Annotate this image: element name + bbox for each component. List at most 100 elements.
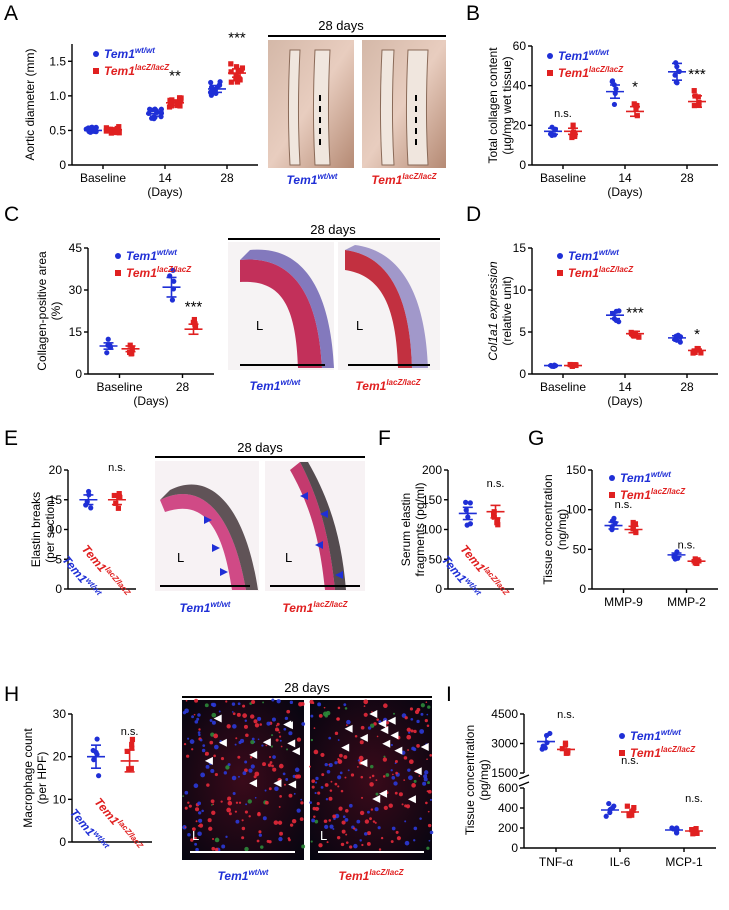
y-tick-label: 0 [75,367,82,381]
tick-sup: lacZ/lacZ [116,818,146,851]
photo-group-a: 28 days Tem1wt/wt Tem1lacZ/lacZ [268,18,446,187]
fluor-dot [277,820,283,825]
axis-break [518,781,530,787]
y-axis-label: Tissue concentration [463,725,477,835]
fluor-dot [360,775,364,779]
legend-base: Tem1 [568,249,599,263]
point-wt [208,79,214,86]
fluor-dot [424,719,428,723]
fluor-dot [329,824,334,829]
x-axis-label: (Days) [147,185,182,199]
photo-label-wt-h: Tem1wt/wt [218,868,269,883]
y-axis-label-2: (per section) [43,496,57,563]
legend-label-wt: Tem1wt/wt [620,470,671,485]
arrowhead-icon [288,780,297,789]
fluor-dot [261,744,264,747]
point-ko [494,517,501,523]
y-tick-label: 50 [573,542,587,556]
legend-base: Tem1 [104,64,135,78]
point-wt [171,278,177,284]
photo-label-ko-e: Tem1lacZ/lacZ [282,600,348,615]
point-ko [630,519,636,526]
photo-label-wt-c: Tem1wt/wt [250,378,301,393]
y-axis-label-2: (µg/mg wet tissue) [500,56,514,154]
point-ko [228,61,234,67]
arrow-icon [220,568,228,576]
fluor-dot [234,743,237,746]
point-wt [158,114,164,120]
aorta-vessel-ko-2 [406,49,429,166]
fluor-dot [205,764,210,769]
fluor-dot [311,785,315,789]
lumen-wt-h: L [192,828,199,843]
fluor-dot [404,804,408,808]
photo-group-e: 28 days L L Tem1wt/wt Tem1lacZ/lacZ [155,440,365,615]
point-ko [565,750,571,756]
fluor-dot [334,761,338,765]
elastin-layer-wt [160,484,258,590]
legend-label-wt: Tem1wt/wt [104,46,155,61]
fluor-dot [340,789,344,793]
fluor-dot [270,745,274,748]
fluor-dot [358,755,364,761]
point-ko [628,329,634,336]
y-tick-label: 15 [513,241,527,255]
fluor-dot [251,737,255,741]
fluor-dot [366,842,371,846]
arrowhead-icon [382,739,391,748]
x-tick-label: 14 [618,380,632,394]
fluor-dot [370,808,374,811]
panel-letter-g: G [528,427,545,450]
fluor-dot [244,719,248,722]
fluor-dot [320,752,325,758]
fluor-dot [337,759,343,764]
legend-base: Tem1 [558,66,589,80]
lumen-wt-e: L [177,550,184,565]
fluor-dot [408,775,413,781]
point-ko [233,64,240,70]
fluor-dot [374,807,379,812]
chart-a: 0 0.5 1.0 1.5 Aortic diameter (mm) Baseline 14… [23,29,258,199]
fluor-dot [310,714,314,718]
fluor-dot [318,713,323,718]
fluor-dot [345,841,349,844]
point-ko [190,319,196,326]
fluor-dot [404,716,408,720]
fluor-dot [275,724,278,727]
fluor-dot [271,764,274,768]
significance-label: n.s. [557,709,575,721]
fluor-dot [347,769,350,772]
y-tick-label: 0 [59,835,66,849]
fluor-dot [349,845,353,849]
fluor-dot [268,755,272,759]
fluor-dot [258,833,262,837]
legend-label-wt: Tem1wt/wt [558,48,609,63]
fluor-dot [320,786,324,789]
y-axis-label: Serum elastin [399,493,413,566]
fluor-dot [315,776,319,781]
fluor-dot [237,755,241,759]
fluor-dot [299,817,304,821]
point-ko [191,316,197,323]
fluor-dot [401,803,404,806]
fluor-dot [206,783,210,787]
fluor-dot [312,701,315,705]
fluor-dot [356,765,359,768]
fluor-dot [279,739,282,742]
legend-marker-wt [609,475,615,481]
fluor-dot [236,712,241,717]
panel-letter-c: C [4,203,20,226]
significance-label: *** [626,304,644,321]
fluor-dot [374,821,377,824]
fluor-dot [221,844,226,849]
fluor-dot [382,757,388,762]
legend-base: Tem1 [568,266,599,280]
point-ko [624,803,630,809]
point-ko [690,831,696,837]
adventitia-ko-c [345,245,428,368]
point-ko [633,106,639,112]
fluor-dot [271,698,275,702]
aorta-vessel-wt-2 [313,49,331,166]
fluor-dot [407,749,409,751]
point-wt [467,500,473,506]
